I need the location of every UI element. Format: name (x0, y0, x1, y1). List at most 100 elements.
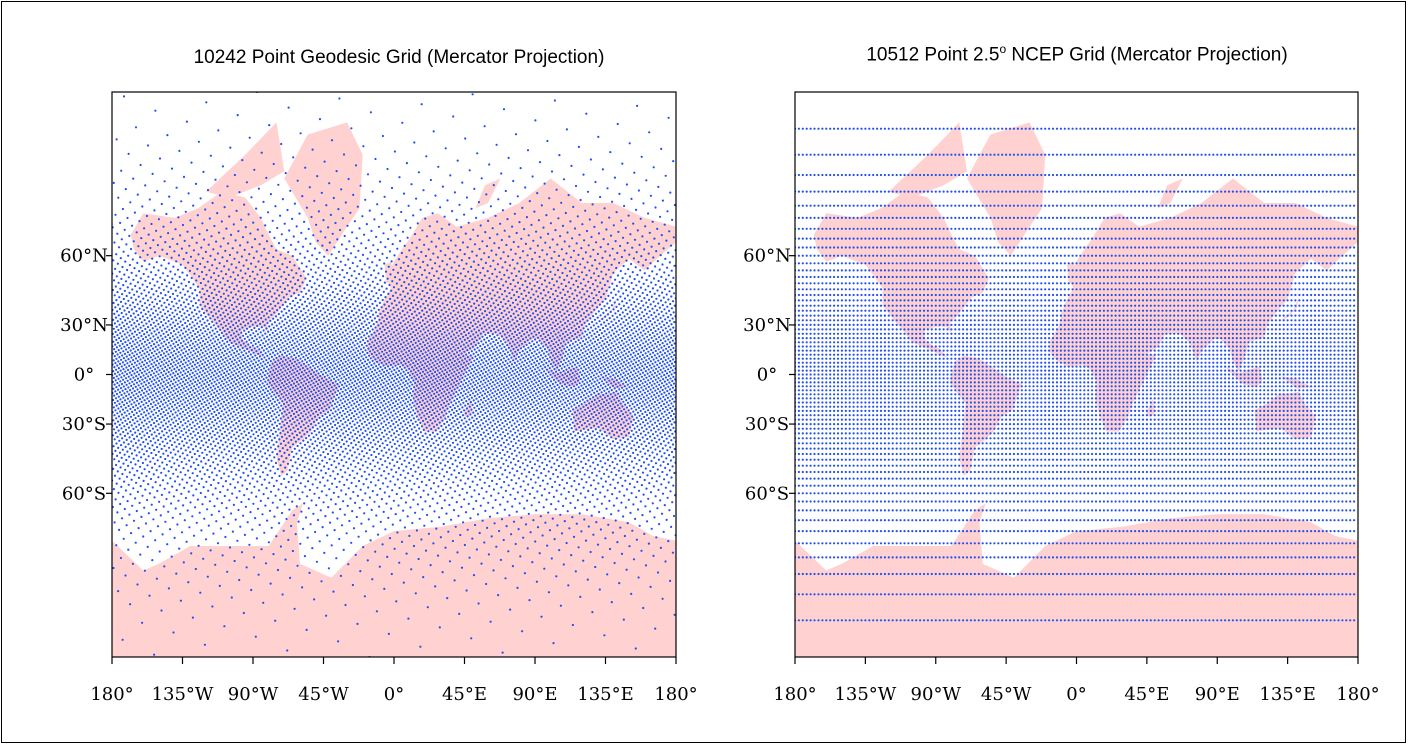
grid-point (531, 369, 534, 372)
grid-point (244, 308, 247, 311)
grid-point (400, 210, 403, 214)
grid-point (414, 320, 417, 323)
grid-point (161, 248, 164, 251)
grid-point (401, 274, 404, 277)
grid-point (290, 322, 293, 326)
grid-point (134, 357, 138, 360)
grid-point (174, 363, 177, 366)
grid-point (628, 316, 631, 319)
grid-point (490, 315, 493, 318)
grid-point (543, 182, 546, 185)
grid-point (573, 227, 577, 230)
grid-point (500, 172, 503, 175)
grid-point (488, 277, 491, 280)
grid-point (212, 296, 215, 300)
grid-point (209, 254, 212, 257)
grid-point (454, 313, 457, 316)
grid-point (353, 220, 356, 223)
grid-point (328, 366, 331, 369)
grid-point (626, 241, 629, 245)
grid-point (450, 305, 453, 308)
grid-point (397, 288, 400, 291)
grid-point (558, 346, 561, 349)
grid-point (371, 190, 374, 193)
grid-point (273, 292, 276, 295)
grid-point (459, 248, 462, 252)
grid-point (343, 291, 346, 294)
grid-point (500, 327, 503, 330)
grid-point (137, 323, 140, 326)
grid-point (348, 365, 351, 368)
grid-point (501, 330, 505, 333)
grid-point (506, 344, 509, 347)
grid-point (463, 253, 466, 256)
grid-point (471, 324, 474, 328)
grid-point (632, 318, 635, 321)
grid-point (296, 179, 299, 182)
grid-point (308, 370, 311, 373)
grid-point (315, 257, 318, 261)
grid-point (284, 278, 288, 281)
grid-point (297, 365, 300, 369)
grid-point (247, 350, 251, 353)
grid-point (350, 364, 354, 367)
grid-point (618, 341, 621, 344)
grid-point (594, 312, 598, 315)
grid-point (341, 355, 344, 358)
grid-point (549, 323, 552, 326)
grid-point (345, 248, 348, 251)
grid-point (552, 330, 556, 333)
grid-point (472, 363, 475, 366)
grid-point (265, 312, 268, 315)
grid-point (606, 187, 609, 190)
grid-point (366, 173, 370, 176)
grid-point (194, 332, 197, 336)
grid-point (657, 348, 660, 351)
grid-point (552, 305, 555, 308)
grid-point (276, 309, 279, 312)
grid-point (277, 359, 280, 362)
grid-point (257, 370, 260, 373)
grid-point (127, 276, 130, 279)
grid-point (480, 359, 483, 362)
grid-point (494, 316, 498, 319)
grid-point (144, 366, 147, 369)
grid-point (543, 327, 546, 330)
grid-point (388, 330, 391, 333)
grid-point (218, 370, 221, 374)
grid-point (600, 362, 603, 365)
grid-point (130, 296, 133, 299)
grid-point (212, 324, 215, 327)
grid-point (186, 290, 189, 293)
grid-point (281, 263, 284, 266)
grid-point (531, 278, 535, 281)
grid-point (307, 324, 310, 327)
grid-point (292, 334, 295, 337)
grid-point (495, 346, 498, 349)
grid-point (279, 214, 282, 217)
grid-point (579, 263, 582, 266)
grid-point (273, 347, 276, 350)
grid-point (634, 321, 637, 324)
grid-point (112, 301, 115, 305)
grid-point (385, 287, 388, 290)
grid-point (323, 255, 326, 258)
grid-point (138, 307, 141, 310)
grid-point (613, 318, 616, 321)
grid-point (527, 275, 530, 279)
grid-point (372, 295, 375, 298)
grid-point (149, 323, 152, 326)
grid-point (317, 321, 320, 324)
grid-point (614, 354, 618, 357)
grid-point (549, 270, 552, 273)
grid-point (474, 322, 477, 325)
grid-point (591, 203, 594, 206)
grid-point (558, 299, 561, 302)
grid-point (164, 312, 167, 315)
grid-point (651, 351, 655, 354)
grid-point (220, 323, 223, 326)
grid-point (264, 224, 267, 227)
grid-point (270, 355, 273, 358)
grid-point (289, 348, 292, 351)
grid-point (318, 350, 321, 353)
